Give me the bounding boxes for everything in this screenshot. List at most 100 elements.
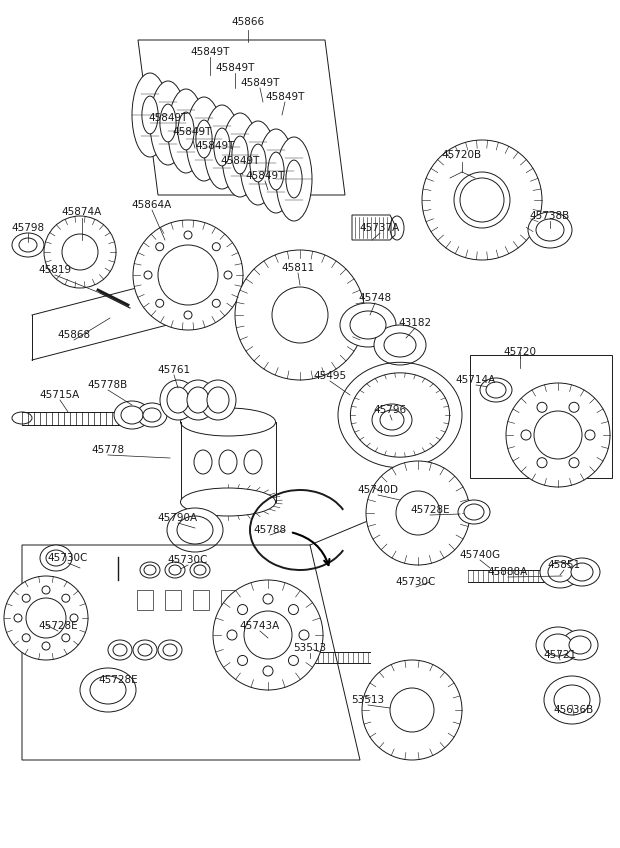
Ellipse shape xyxy=(196,120,212,158)
Text: 45728E: 45728E xyxy=(38,621,78,631)
Text: 45849T: 45849T xyxy=(148,113,188,123)
Polygon shape xyxy=(352,215,395,240)
Ellipse shape xyxy=(536,219,564,241)
Text: 45868: 45868 xyxy=(58,330,91,340)
Ellipse shape xyxy=(140,562,160,578)
Text: 45730C: 45730C xyxy=(168,555,208,565)
Text: 45849T: 45849T xyxy=(215,63,255,73)
Text: 45714A: 45714A xyxy=(456,375,496,385)
Text: 45866: 45866 xyxy=(231,17,265,27)
Ellipse shape xyxy=(464,504,484,520)
Ellipse shape xyxy=(163,644,177,656)
Text: 45720B: 45720B xyxy=(442,150,482,160)
Text: 45874A: 45874A xyxy=(62,207,102,217)
Ellipse shape xyxy=(187,387,209,413)
Ellipse shape xyxy=(569,636,591,654)
Ellipse shape xyxy=(177,516,213,544)
Ellipse shape xyxy=(90,676,126,704)
Text: 45738B: 45738B xyxy=(530,211,570,221)
Ellipse shape xyxy=(150,81,186,165)
Ellipse shape xyxy=(137,403,167,427)
Text: 45778B: 45778B xyxy=(88,380,128,390)
Ellipse shape xyxy=(506,383,610,487)
Text: 45811: 45811 xyxy=(281,263,314,273)
Ellipse shape xyxy=(144,565,156,575)
Ellipse shape xyxy=(380,410,404,430)
Ellipse shape xyxy=(133,220,243,330)
Text: 45851: 45851 xyxy=(547,560,580,570)
Text: 45788: 45788 xyxy=(254,525,286,535)
Bar xyxy=(193,590,209,610)
Ellipse shape xyxy=(160,380,196,420)
Ellipse shape xyxy=(548,562,572,582)
Text: 45761: 45761 xyxy=(157,365,190,375)
Ellipse shape xyxy=(350,311,386,339)
Ellipse shape xyxy=(214,128,230,166)
Ellipse shape xyxy=(180,488,275,516)
Ellipse shape xyxy=(133,640,157,660)
Ellipse shape xyxy=(80,668,136,712)
Text: 53513: 53513 xyxy=(293,643,327,653)
Text: 43182: 43182 xyxy=(399,318,432,328)
Text: 45849T: 45849T xyxy=(246,171,285,181)
Text: 45849T: 45849T xyxy=(195,141,235,151)
Ellipse shape xyxy=(340,303,396,347)
Text: 45721: 45721 xyxy=(544,650,577,660)
Ellipse shape xyxy=(114,401,150,429)
Ellipse shape xyxy=(169,565,181,575)
Text: 45730C: 45730C xyxy=(48,553,88,563)
Ellipse shape xyxy=(194,565,206,575)
Ellipse shape xyxy=(362,660,462,760)
Ellipse shape xyxy=(167,508,223,552)
Text: 45796: 45796 xyxy=(373,405,407,415)
Text: 45728E: 45728E xyxy=(98,675,138,685)
Ellipse shape xyxy=(46,550,66,566)
Text: 45849T: 45849T xyxy=(190,47,229,57)
Ellipse shape xyxy=(180,380,216,420)
Ellipse shape xyxy=(204,105,240,189)
Text: 45730C: 45730C xyxy=(396,577,436,587)
Text: 45720: 45720 xyxy=(503,347,536,357)
Ellipse shape xyxy=(213,580,323,690)
Ellipse shape xyxy=(564,558,600,586)
Ellipse shape xyxy=(178,112,194,150)
Ellipse shape xyxy=(160,104,176,142)
Text: 45888A: 45888A xyxy=(488,567,528,577)
Text: 45740D: 45740D xyxy=(358,485,399,495)
Ellipse shape xyxy=(528,212,572,248)
Ellipse shape xyxy=(554,685,590,715)
Ellipse shape xyxy=(276,137,312,221)
Ellipse shape xyxy=(486,382,506,398)
Bar xyxy=(560,570,582,582)
Ellipse shape xyxy=(480,378,512,402)
Text: 45495: 45495 xyxy=(314,371,347,381)
Ellipse shape xyxy=(113,644,127,656)
Text: 45849T: 45849T xyxy=(172,127,211,137)
Ellipse shape xyxy=(158,640,182,660)
Ellipse shape xyxy=(190,562,210,578)
Text: 45790A: 45790A xyxy=(158,513,198,523)
Bar xyxy=(137,590,153,610)
Ellipse shape xyxy=(142,96,158,134)
Ellipse shape xyxy=(222,113,258,197)
Ellipse shape xyxy=(19,238,37,252)
Ellipse shape xyxy=(258,129,294,213)
Text: 45819: 45819 xyxy=(38,265,71,275)
Ellipse shape xyxy=(384,333,416,357)
Ellipse shape xyxy=(286,160,302,198)
Text: 53513: 53513 xyxy=(352,695,384,705)
Ellipse shape xyxy=(138,644,152,656)
Ellipse shape xyxy=(571,563,593,581)
Text: 45864A: 45864A xyxy=(132,200,172,210)
Ellipse shape xyxy=(207,387,229,413)
Ellipse shape xyxy=(235,250,365,380)
Ellipse shape xyxy=(232,136,248,174)
Ellipse shape xyxy=(544,676,600,724)
Bar xyxy=(221,590,237,610)
Ellipse shape xyxy=(168,89,204,173)
Text: 45636B: 45636B xyxy=(554,705,594,715)
Ellipse shape xyxy=(422,140,542,260)
Ellipse shape xyxy=(165,562,185,578)
Ellipse shape xyxy=(536,627,580,663)
Ellipse shape xyxy=(108,640,132,660)
